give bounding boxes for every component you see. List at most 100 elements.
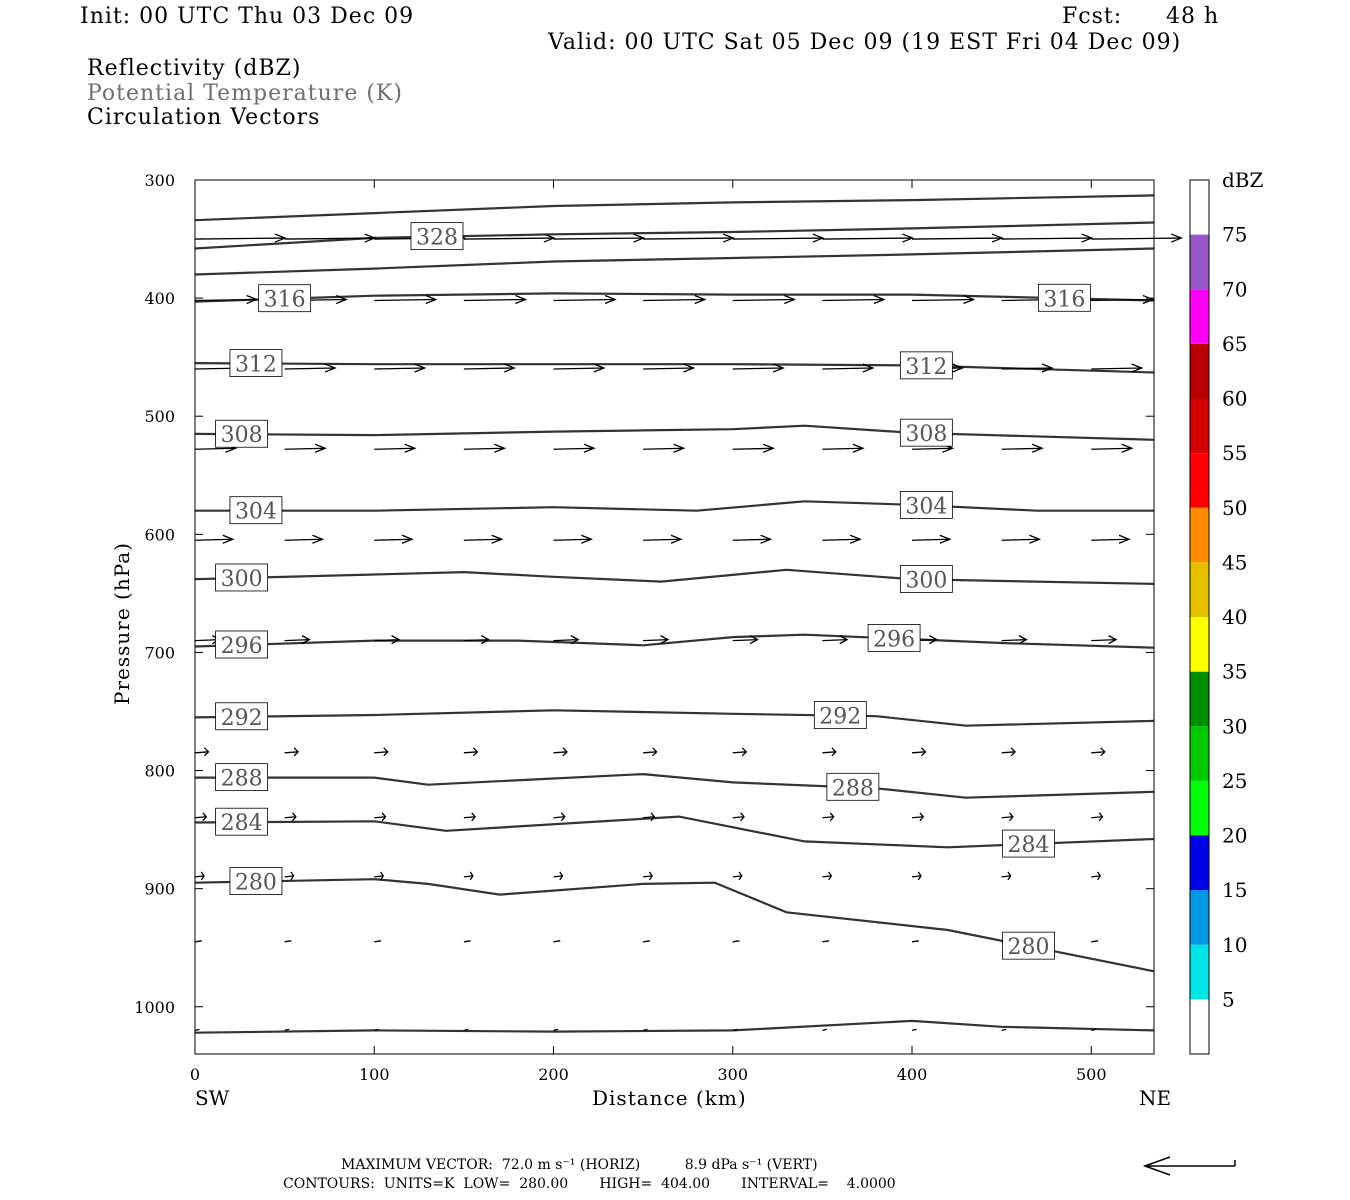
circulation-vector — [463, 367, 515, 370]
circulation-vector — [463, 237, 554, 240]
circulation-vector-head — [760, 534, 773, 544]
contour-label: 284 — [1008, 833, 1050, 858]
circulation-vector-head — [829, 812, 835, 822]
circulation-vector-head — [583, 443, 596, 453]
circulation-vector-head — [383, 747, 389, 757]
circulation-vector — [732, 940, 740, 943]
contour-label: 304 — [235, 500, 277, 525]
circulation-vector-head — [1142, 294, 1155, 305]
circulation-vector — [822, 816, 834, 819]
colorbar-label: 10 — [1222, 933, 1247, 957]
theta-contour-308 — [194, 424, 1155, 441]
circulation-vector-head — [471, 812, 476, 822]
colorbar-swatch — [1190, 507, 1209, 563]
circulation-vector — [284, 367, 336, 370]
circulation-vector-head — [562, 747, 568, 757]
theta-contour-line-2 — [194, 247, 1155, 276]
circulation-vector-head — [559, 871, 564, 881]
circulation-vector — [732, 638, 758, 642]
x-tick-label: 400 — [897, 1065, 928, 1084]
circulation-vector-head — [1098, 812, 1104, 822]
circulation-vector — [732, 875, 742, 878]
colorbar-swatch — [1190, 234, 1209, 290]
circulation-vector — [732, 367, 784, 370]
circulation-vector — [284, 447, 326, 450]
circulation-vector — [732, 751, 747, 754]
colorbar-label: 40 — [1222, 605, 1247, 629]
circulation-vector-head — [381, 812, 387, 822]
contour-info-note: CONTOURS: UNITS=K LOW= 280.00 HIGH= 404.… — [283, 1176, 896, 1192]
circulation-vector-head — [738, 871, 743, 881]
reference-vector-icon — [1142, 1156, 1236, 1176]
circulation-vector — [374, 875, 384, 878]
theta-contour-line-0 — [194, 194, 1155, 222]
circulation-vector — [822, 940, 830, 943]
circulation-vector — [1001, 638, 1027, 642]
contour-label-box — [1037, 283, 1091, 312]
circulation-vector-head — [312, 534, 325, 544]
circulation-vector — [643, 875, 653, 878]
circulation-vector-head — [324, 363, 337, 373]
circulation-vector — [911, 447, 953, 450]
contour-label-box — [867, 624, 921, 652]
circulation-vector-head — [921, 747, 927, 757]
contour-label-box — [1002, 931, 1055, 960]
colorbar-label: 20 — [1222, 824, 1247, 848]
colorbar-label: 70 — [1222, 277, 1247, 301]
circulation-vector-head — [740, 812, 745, 822]
contour-label: 304 — [905, 494, 947, 519]
x-tick-label: 200 — [538, 1065, 569, 1084]
circulation-vector — [911, 751, 926, 754]
circulation-vector-head — [722, 233, 735, 243]
circulation-vector-head — [763, 443, 776, 453]
theta-contour-316 — [194, 292, 1155, 303]
circulation-vector — [1091, 940, 1099, 943]
circulation-vector — [374, 816, 386, 819]
circulation-vector — [1001, 367, 1053, 370]
circulation-vector-head — [849, 534, 862, 544]
circulation-vector — [822, 875, 832, 878]
circulation-vector — [643, 298, 705, 302]
circulation-vector-head — [425, 294, 438, 305]
circulation-vector — [553, 538, 592, 541]
y-tick-label: 900 — [144, 880, 175, 899]
colorbar-swatch — [1190, 726, 1209, 781]
circulation-vector — [553, 875, 563, 878]
circulation-vector-head — [952, 363, 965, 373]
circulation-vector — [643, 538, 681, 541]
circulation-vector — [1001, 447, 1043, 450]
circulation-vector — [194, 237, 286, 240]
circulation-vector — [463, 751, 478, 754]
circulation-vector — [553, 940, 561, 943]
contour-label: 296 — [221, 634, 263, 659]
circulation-vector-head — [494, 443, 507, 453]
circulation-vector — [553, 816, 565, 819]
circulation-vector-head — [1131, 363, 1144, 373]
circulation-vector-head — [543, 233, 556, 243]
circulation-vector-head — [939, 534, 952, 544]
circulation-vector-head — [652, 747, 658, 757]
contour-label: 312 — [235, 352, 277, 377]
circulation-vector-head — [772, 363, 785, 373]
circulation-vector — [463, 875, 473, 878]
circulation-vector — [284, 875, 294, 878]
circulation-vector — [553, 1028, 559, 1032]
contour-label-box — [215, 702, 269, 731]
circulation-vector-head — [364, 233, 377, 243]
colorbar-label: 30 — [1222, 714, 1247, 738]
circulation-vector-head — [784, 294, 797, 305]
colorbar-label: 45 — [1222, 550, 1247, 574]
contour-label-box — [826, 772, 880, 801]
init-time: Init: 00 UTC Thu 03 Dec 09 — [80, 4, 415, 29]
circulation-vector-head — [1108, 635, 1118, 645]
theta-contour-304 — [195, 500, 1154, 512]
circulation-vector — [374, 298, 436, 302]
circulation-vector — [284, 638, 310, 642]
circulation-vector — [194, 875, 205, 878]
circulation-vector — [284, 940, 292, 943]
circulation-vector — [553, 367, 604, 370]
contour-label-box — [899, 418, 953, 447]
circulation-vector — [1001, 751, 1016, 754]
circulation-vector — [463, 1028, 469, 1032]
contour-label-box — [215, 419, 269, 448]
